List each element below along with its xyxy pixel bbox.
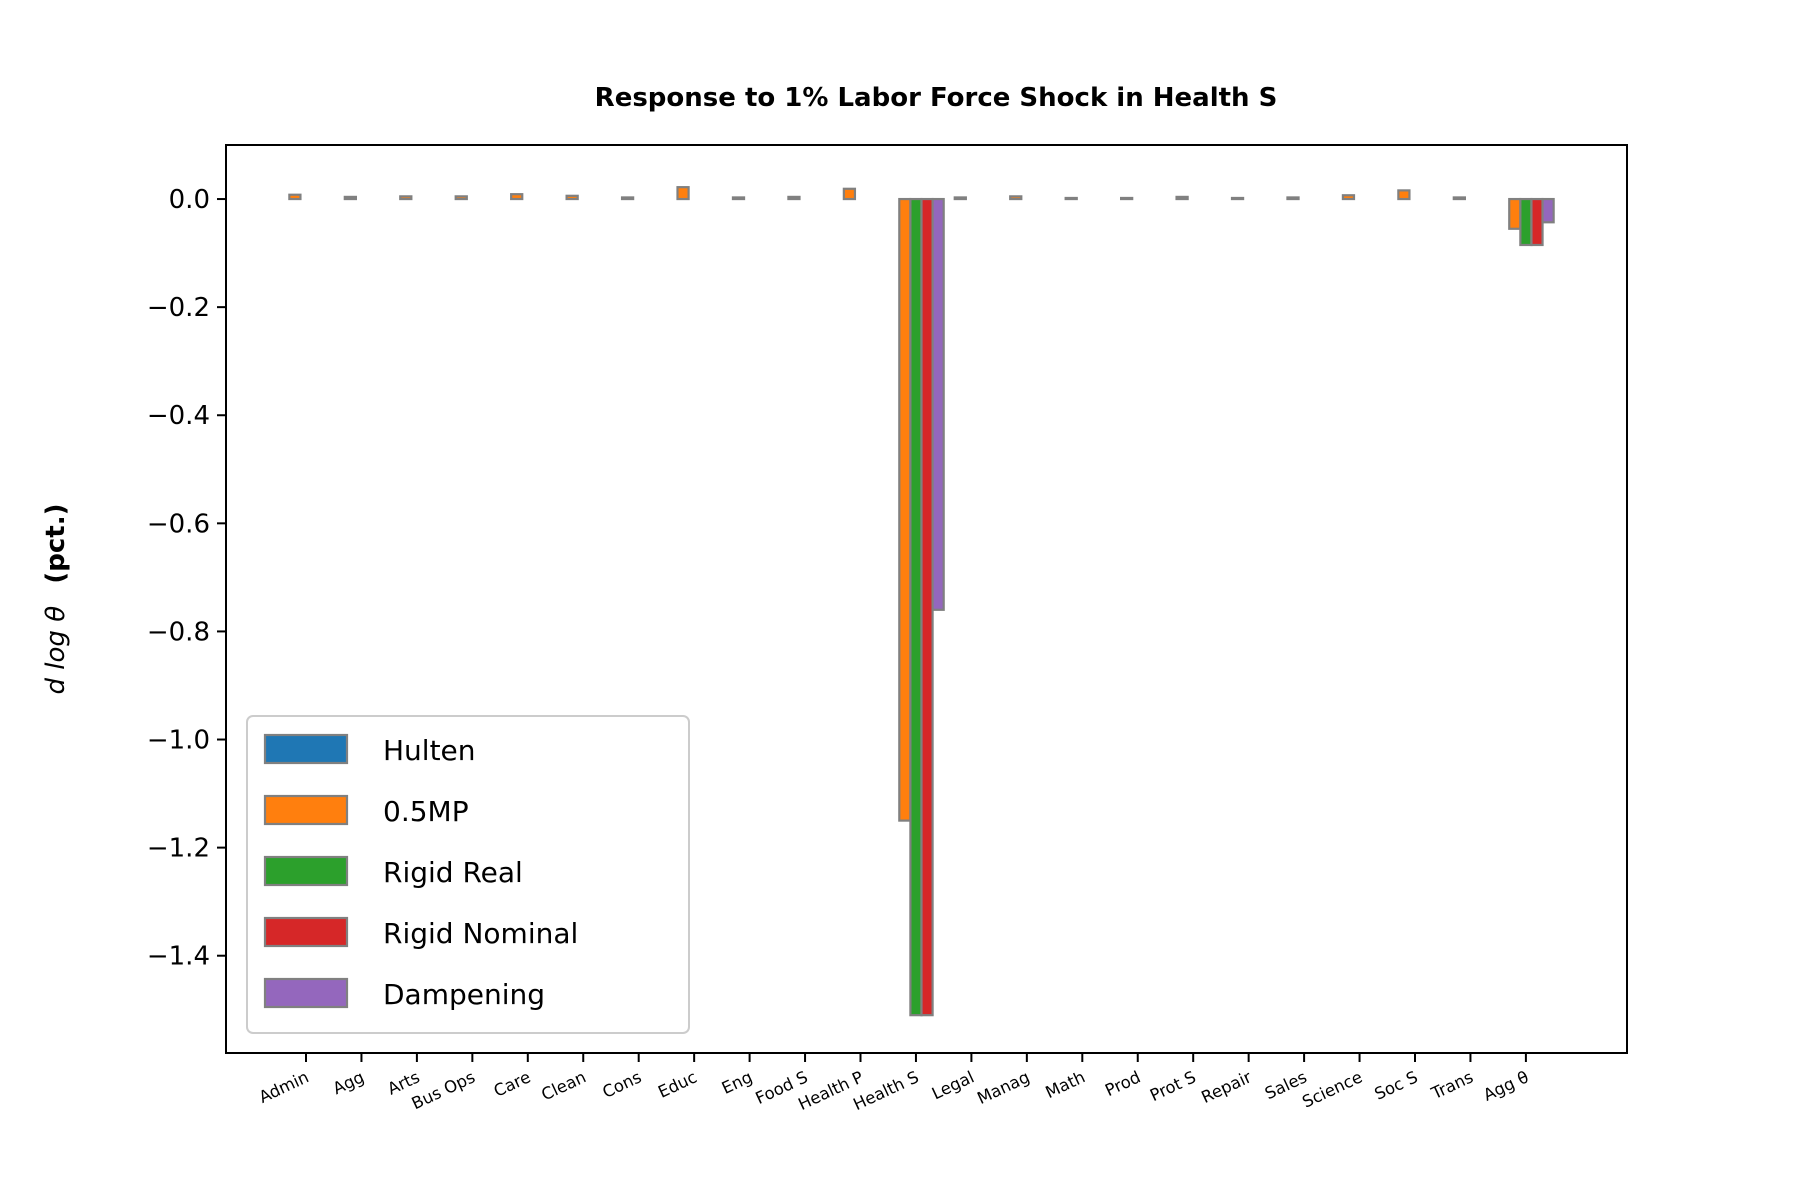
bar-0-5mp-cons bbox=[620, 196, 635, 201]
chart-title: Response to 1% Labor Force Shock in Heal… bbox=[595, 83, 1278, 113]
x-tick-label-care: Care bbox=[491, 1067, 534, 1100]
y-tick-label: −0.8 bbox=[147, 617, 210, 647]
legend-swatch-0-5mp bbox=[263, 794, 349, 826]
x-tick-label-eng: Eng bbox=[719, 1067, 755, 1097]
series-rigid-real bbox=[909, 197, 1533, 1017]
series-0-5mp bbox=[288, 186, 1522, 822]
x-tick-label-manag: Manag bbox=[974, 1067, 1032, 1108]
x-tick-label-math: Math bbox=[1043, 1067, 1088, 1102]
y-tick-label: −1.0 bbox=[147, 726, 210, 756]
y-axis-label-main: d log θ bbox=[41, 606, 71, 695]
legend-swatch-rigid-real bbox=[263, 855, 349, 887]
bar-0-5mp-sales bbox=[1286, 196, 1300, 201]
bar-0-5mp-care bbox=[510, 193, 524, 201]
bar-0-5mp-clean bbox=[565, 194, 579, 201]
legend-label-dampening: Dampening bbox=[383, 978, 545, 1011]
x-tick-label-agg: Agg bbox=[330, 1067, 367, 1098]
y-tick-label: −1.2 bbox=[147, 834, 210, 864]
series-dampening bbox=[931, 197, 1555, 611]
plot-frame bbox=[225, 144, 1628, 1054]
x-tick-label-prot-s: Prot S bbox=[1147, 1067, 1199, 1105]
y-tick-label: −0.6 bbox=[147, 509, 210, 539]
legend: Hulten 0.5MP Rigid Real Rigid Nominal Dampen… bbox=[246, 715, 690, 1034]
y-axis: 0.0 −0.2 −0.4 −0.6 −0.8 −1.0 −1.2 −1.4 bbox=[147, 185, 226, 972]
y-tick-label: −1.4 bbox=[147, 942, 210, 972]
bar-rigid-real-agg bbox=[1519, 197, 1533, 247]
x-tick-label-educ: Educ bbox=[655, 1067, 700, 1101]
bar-0-5mp-health-p bbox=[842, 187, 857, 201]
legend-frame bbox=[246, 715, 690, 1034]
bar-0-5mp-eng bbox=[731, 196, 746, 201]
legend-label-rigid-real: Rigid Real bbox=[383, 856, 523, 889]
x-tick-label-legal: Legal bbox=[929, 1067, 977, 1103]
bar-0-5mp-legal bbox=[953, 196, 967, 201]
bar-0-5mp-math bbox=[1064, 196, 1078, 201]
legend-swatch-dampening bbox=[263, 977, 349, 1009]
legend-label-rigid-nominal: Rigid Nominal bbox=[383, 917, 578, 950]
x-tick-label-repair: Repair bbox=[1198, 1067, 1254, 1107]
bar-0-5mp-science bbox=[1341, 194, 1356, 201]
bar-0-5mp-agg bbox=[1508, 197, 1522, 230]
bar-0-5mp-arts bbox=[399, 195, 413, 201]
y-axis-label-suffix: (pct.) bbox=[41, 504, 71, 584]
y-tick-label: 0.0 bbox=[169, 185, 210, 215]
x-tick-label-science: Science bbox=[1299, 1067, 1365, 1111]
bar-0-5mp-bus-ops bbox=[454, 195, 468, 201]
bar-0-5mp-trans bbox=[1452, 196, 1467, 201]
x-tick-label-bus-ops: Bus Ops bbox=[409, 1067, 478, 1113]
bar-rigid-nominal-health-s bbox=[920, 197, 934, 1017]
x-tick-label-cons: Cons bbox=[599, 1067, 644, 1101]
bar-0-5mp-manag bbox=[1009, 195, 1023, 201]
bar-0-5mp-educ bbox=[676, 186, 690, 201]
x-tick-label-prod: Prod bbox=[1102, 1067, 1143, 1100]
bar-0-5mp-admin bbox=[288, 193, 302, 201]
legend-swatch-hulten bbox=[263, 733, 349, 765]
x-tick-label-trans: Trans bbox=[1428, 1067, 1476, 1103]
bar-0-5mp-agg bbox=[343, 195, 357, 201]
bar-0-5mp-prot-s bbox=[1175, 195, 1189, 201]
x-tick-label-agg: Agg θ bbox=[1480, 1067, 1531, 1104]
bar-0-5mp-soc-s bbox=[1397, 189, 1411, 201]
bars-layer bbox=[288, 186, 1555, 1017]
legend-label-0-5mp: 0.5MP bbox=[383, 795, 469, 828]
y-tick-label: −0.2 bbox=[147, 293, 210, 323]
x-tick-label-admin: Admin bbox=[256, 1067, 312, 1106]
bar-0-5mp-food-s bbox=[787, 195, 801, 201]
legend-label-hulten: Hulten bbox=[383, 734, 476, 767]
x-tick-label-clean: Clean bbox=[538, 1067, 588, 1104]
legend-swatch-rigid-nominal bbox=[263, 916, 349, 948]
bar-dampening-health-s bbox=[931, 197, 945, 611]
series-rigid-nominal bbox=[920, 197, 1544, 1017]
x-tick-label-soc-s: Soc S bbox=[1372, 1067, 1421, 1103]
bar-0-5mp-repair bbox=[1230, 196, 1245, 201]
bar-dampening-agg bbox=[1541, 197, 1555, 224]
y-tick-label: −0.4 bbox=[147, 401, 210, 431]
bar-rigid-real-health-s bbox=[909, 197, 923, 1017]
bar-0-5mp-prod bbox=[1119, 196, 1134, 201]
y-axis-label: d log θ (pct.) bbox=[41, 504, 71, 695]
bar-rigid-nominal-agg bbox=[1530, 197, 1544, 247]
bar-0-5mp-health-s bbox=[898, 197, 912, 822]
